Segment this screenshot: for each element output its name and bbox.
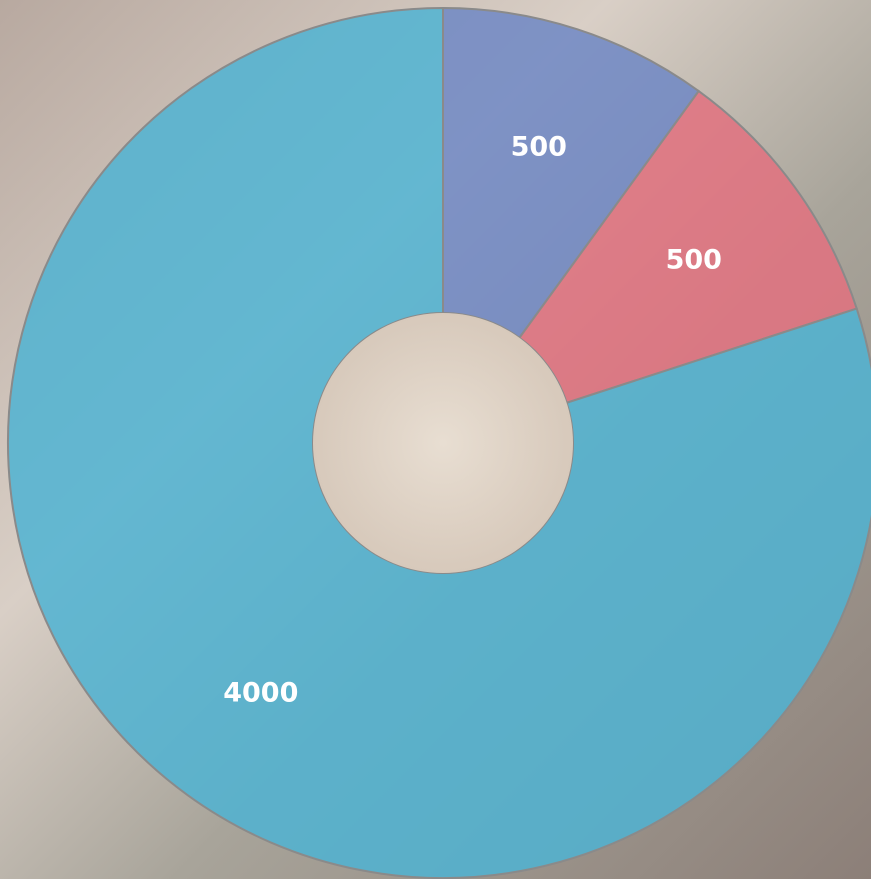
page: 5005004000 (() => { const data = JSON.pa… [0,0,871,879]
chart: 500 500 4000 [0,0,871,879]
data-label: 4000 [223,677,298,708]
data-label: 500 [511,132,567,163]
donut-hole [313,313,573,573]
data-label: 500 [666,244,722,275]
